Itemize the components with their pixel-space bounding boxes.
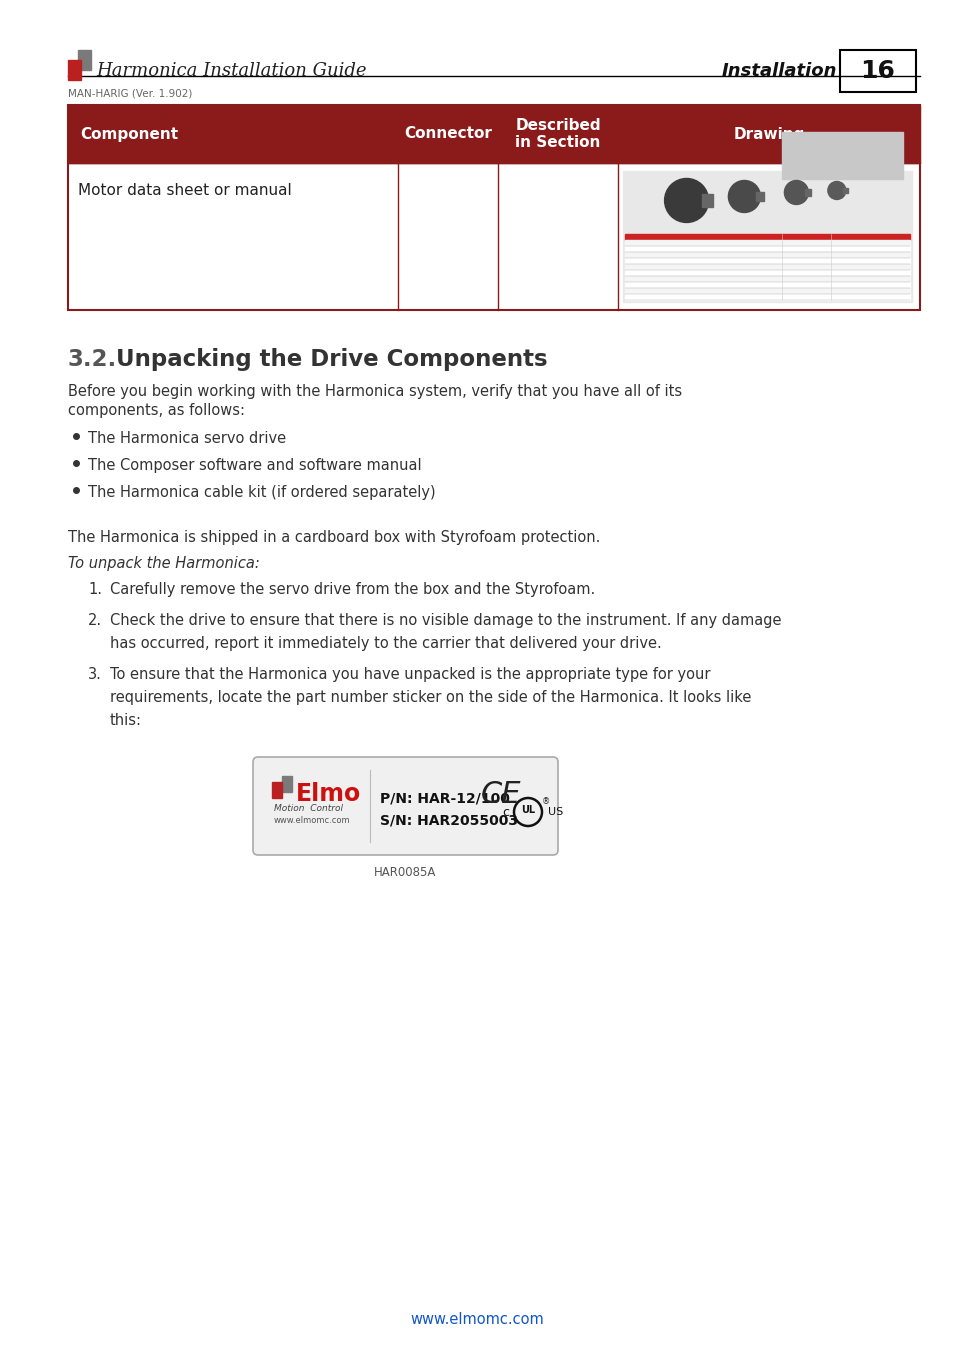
Bar (624, 282, 909, 288)
Circle shape (827, 181, 845, 200)
Bar (624, 265, 909, 270)
FancyBboxPatch shape (253, 757, 558, 855)
Text: requirements, locate the part number sticker on the side of the Harmonica. It lo: requirements, locate the part number sti… (110, 690, 751, 705)
Bar (701, 194, 712, 207)
Text: 3.2.: 3.2. (68, 348, 117, 371)
Text: The Composer software and software manual: The Composer software and software manua… (88, 458, 421, 472)
Text: To ensure that the Harmonica you have unpacked is the appropriate type for your: To ensure that the Harmonica you have un… (110, 667, 710, 682)
Bar (282, 776, 292, 792)
Text: Check the drive to ensure that there is no visible damage to the instrument. If : Check the drive to ensure that there is … (110, 613, 781, 628)
Text: Installation: Installation (720, 62, 836, 80)
Bar (781, 132, 902, 180)
Text: MAN-HARIG (Ver. 1.902): MAN-HARIG (Ver. 1.902) (68, 88, 193, 99)
Text: S/N: HAR2055003: S/N: HAR2055003 (379, 814, 517, 828)
Bar (755, 192, 762, 201)
Bar (804, 189, 810, 196)
Text: has occurred, report it immediately to the carrier that delivered your drive.: has occurred, report it immediately to t… (110, 636, 661, 651)
Text: The Harmonica servo drive: The Harmonica servo drive (88, 431, 286, 446)
Text: The Harmonica is shipped in a cardboard box with Styrofoam protection.: The Harmonica is shipped in a cardboard … (68, 531, 599, 545)
Bar (840, 50, 915, 92)
Text: Carefully remove the servo drive from the box and the Styrofoam.: Carefully remove the servo drive from th… (110, 582, 595, 597)
Text: 2.: 2. (88, 613, 102, 628)
Text: Motion  Control: Motion Control (274, 805, 343, 813)
Text: Before you begin working with the Harmonica system, verify that you have all of : Before you begin working with the Harmon… (68, 383, 681, 400)
Bar (624, 275, 909, 282)
Bar (78, 50, 91, 70)
Circle shape (664, 178, 708, 223)
Circle shape (783, 181, 807, 204)
Text: CE: CE (480, 780, 521, 809)
Text: P/N: HAR-12/100: P/N: HAR-12/100 (379, 792, 509, 806)
Bar (624, 252, 909, 258)
Text: US: US (547, 807, 562, 817)
Text: The Harmonica cable kit (if ordered separately): The Harmonica cable kit (if ordered sepa… (88, 485, 436, 500)
Bar (68, 105, 919, 311)
Bar (624, 240, 909, 246)
Circle shape (728, 181, 760, 212)
Bar (624, 288, 909, 294)
Bar (272, 782, 282, 798)
Bar (68, 59, 81, 80)
Bar (68, 163, 919, 310)
Bar (622, 171, 911, 302)
Text: Harmonica Installation Guide: Harmonica Installation Guide (96, 62, 366, 80)
Text: www.elmomc.com: www.elmomc.com (410, 1312, 543, 1327)
Text: c: c (502, 806, 509, 818)
Bar (68, 105, 919, 163)
Text: Unpacking the Drive Components: Unpacking the Drive Components (116, 348, 547, 371)
Bar (624, 246, 909, 252)
Text: Component: Component (80, 127, 178, 142)
Bar (842, 188, 847, 193)
Text: Described
in Section: Described in Section (515, 117, 600, 150)
Text: www.elmomc.com: www.elmomc.com (274, 815, 351, 825)
Text: 1.: 1. (88, 582, 102, 597)
Text: ®: ® (541, 798, 550, 806)
Bar (624, 234, 909, 240)
Text: Motor data sheet or manual: Motor data sheet or manual (78, 184, 292, 198)
Bar (624, 258, 909, 265)
Text: components, as follows:: components, as follows: (68, 404, 245, 418)
Text: Elmo: Elmo (295, 782, 361, 806)
Bar (624, 270, 909, 275)
Text: this:: this: (110, 713, 142, 728)
Text: 16: 16 (860, 59, 895, 82)
Text: Connector: Connector (404, 127, 492, 142)
Text: UL: UL (520, 805, 535, 815)
Bar (624, 294, 909, 300)
Text: To unpack the Harmonica:: To unpack the Harmonica: (68, 556, 259, 571)
Text: HAR0085A: HAR0085A (374, 865, 436, 879)
Text: Drawing: Drawing (733, 127, 803, 142)
Text: 3.: 3. (88, 667, 102, 682)
